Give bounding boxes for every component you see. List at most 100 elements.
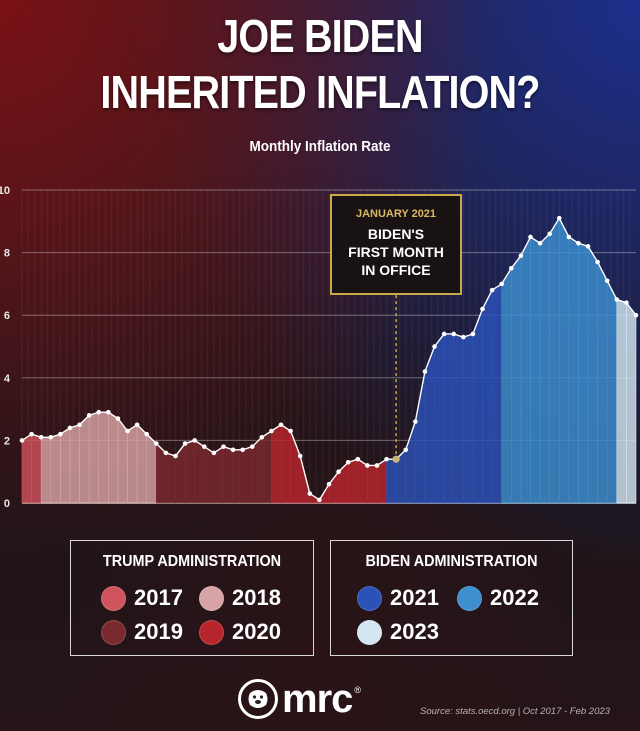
area-segment-2021 [434,333,445,504]
data-point [115,416,121,421]
data-point [365,463,370,468]
page-title-line1: JOE BIDEN [217,10,423,62]
legend-swatch-2020 [199,619,224,645]
data-point [413,419,418,424]
area-segment-2019 [223,446,234,504]
data-point [345,460,351,465]
data-point [499,281,504,287]
legend-item-2023: 2023 [357,619,439,645]
data-point [211,450,217,456]
trump-legend: TRUMP ADMINISTRATION 2017 2018 2019 2020 [70,540,314,656]
data-point [259,434,265,440]
callout-line3: IN OFFICE [361,262,430,278]
area-segment-2021 [472,308,483,504]
legend-label-2019: 2019 [134,619,183,644]
callout-date: JANUARY 2021 [356,208,436,220]
logo-text: mrc [282,677,353,721]
legend-item-2019: 2019 [101,619,183,645]
legend-item-2018: 2018 [199,585,281,611]
data-point [576,240,581,246]
data-point [595,259,600,265]
data-point [307,491,313,496]
data-point [86,413,92,418]
data-point [384,456,389,462]
area-segment-2021 [491,283,502,504]
registered-mark: ® [354,685,362,695]
callout-line1: BIDEN'S [368,226,424,242]
data-point [48,434,54,440]
data-point [614,297,620,302]
area-segment-2019 [242,446,253,504]
area-segment-2022 [558,218,570,504]
source-note: Source: stats.oecd.org | Oct 2017 - Feb … [420,706,610,717]
data-point [317,497,322,503]
mrc-logo: mrc ® [238,678,361,720]
legend-item-2022: 2022 [457,585,539,611]
inflation-chart: 0 2 4 6 8 10 JANUARY 2021 BIDEN'S FIRST MONTH IN … [0,185,639,510]
data-point [355,456,361,462]
area-segment-2020 [338,461,349,504]
biden-legend-title: BIDEN ADMINISTRATION [365,553,538,570]
data-point [154,441,159,446]
data-point [240,447,245,453]
data-point [134,422,140,428]
area-segment-2020 [271,424,282,504]
area-segment-2017 [21,433,32,504]
area-segment-2022 [568,236,579,504]
y-tick-label: 4 [4,373,11,385]
area-segment-2019 [165,452,176,504]
area-segment-2019 [203,446,215,504]
data-point [547,231,552,237]
legend-item-2020: 2020 [199,619,281,645]
data-point [144,431,150,437]
callout-box [330,194,462,295]
y-tick-label: 0 [4,498,10,510]
area-segment-2022 [549,217,560,504]
data-point [67,425,73,431]
data-point [422,369,428,374]
data-point [470,331,476,337]
legend-swatch-2023 [357,619,382,645]
legend-label-2021: 2021 [390,585,439,610]
data-point [441,331,447,337]
data-point [38,434,44,440]
area-segment-2018 [50,433,61,504]
legend-swatch-2017 [101,585,126,611]
data-point [604,278,610,284]
area-segment-2018 [60,427,71,504]
area-segment-2021 [443,333,455,504]
data-point [566,234,572,240]
area-segment-2023 [626,301,637,504]
data-point [221,444,226,449]
data-point [278,422,284,428]
legend-swatch-2019 [101,619,126,645]
legend-swatch-2022 [457,585,482,611]
legend-label-2018: 2018 [232,585,281,610]
data-point [528,234,533,240]
legend-label-2023: 2023 [390,619,439,644]
data-point [58,431,63,437]
callout-line2: FIRST MONTH [348,244,444,260]
data-point [77,422,82,428]
area-segment-2019 [184,439,195,504]
area-segment-2020 [280,424,291,504]
legend-label-2022: 2022 [490,585,539,610]
area-segment-2022 [597,261,608,504]
area-segment-2020 [367,465,378,504]
area-segment-2022 [578,242,589,504]
area-segment-2017 [31,433,42,504]
area-segment-2018 [108,411,119,504]
data-point [489,287,495,293]
area-segment-2021 [463,333,474,504]
area-segment-2018 [88,411,100,504]
data-point [392,455,400,463]
bulldog-icon [238,679,278,719]
data-point [29,431,34,437]
data-point [326,481,332,487]
area-segment-2023 [616,299,627,504]
area-segment-2018 [79,414,90,504]
data-point [297,453,303,459]
area-segment-2022 [539,233,550,504]
area-segment-2020 [328,470,339,504]
trump-legend-title: TRUMP ADMINISTRATION [102,553,282,570]
